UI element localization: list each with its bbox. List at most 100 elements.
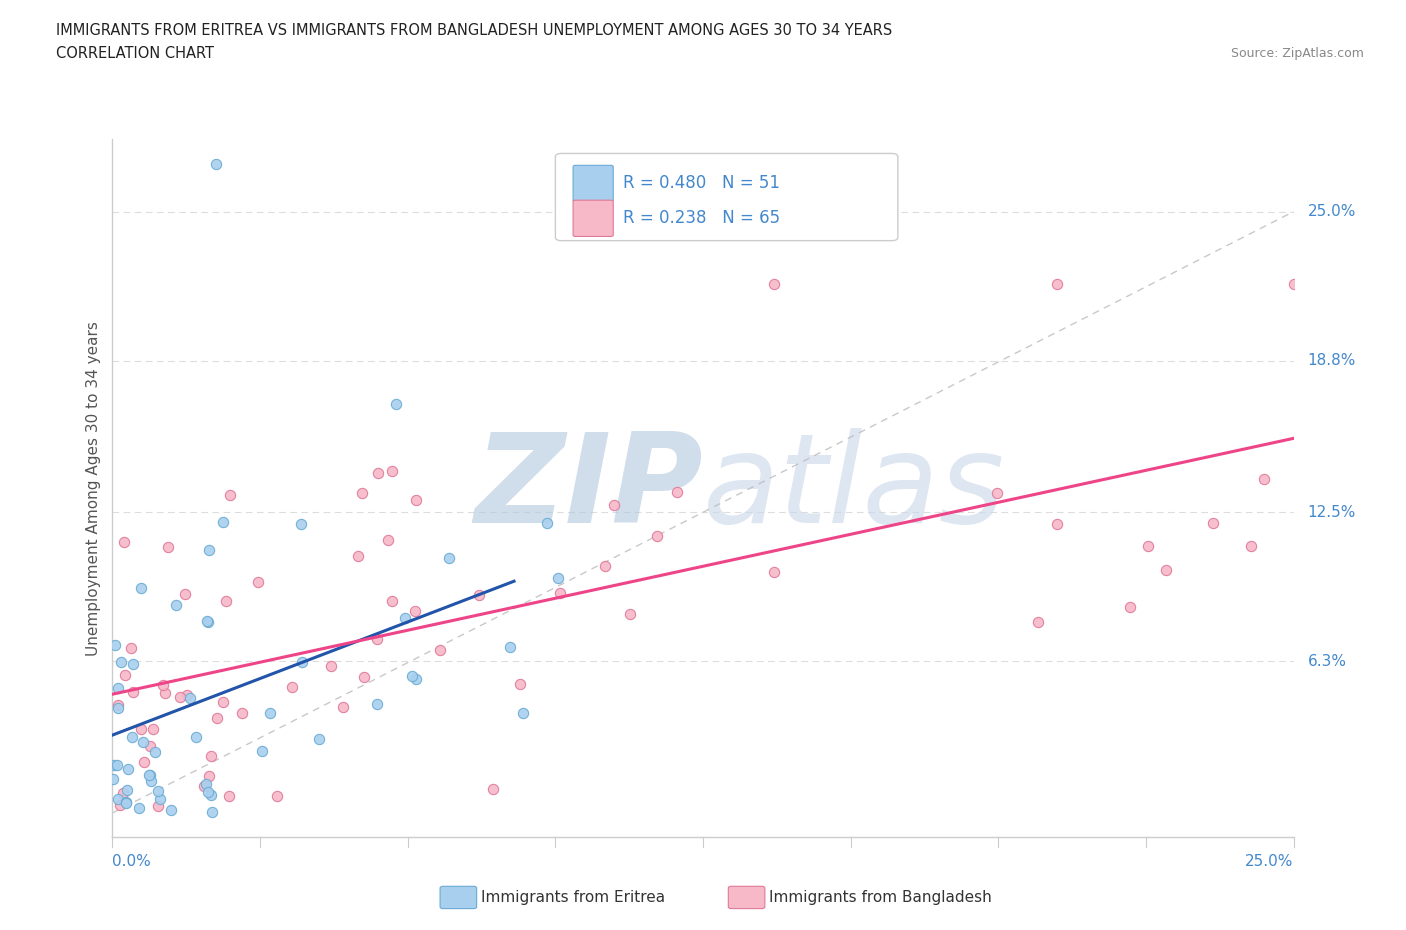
Point bbox=[319, 659, 342, 674]
Point bbox=[197, 615, 219, 630]
Point bbox=[128, 801, 150, 816]
Point bbox=[1118, 600, 1140, 615]
Point bbox=[482, 781, 505, 796]
Point bbox=[290, 517, 312, 532]
FancyBboxPatch shape bbox=[555, 153, 898, 241]
Point bbox=[401, 669, 423, 684]
Point bbox=[468, 588, 491, 603]
Point bbox=[101, 771, 124, 786]
Text: R = 0.238   N = 65: R = 0.238 N = 65 bbox=[623, 209, 780, 227]
Point bbox=[394, 610, 416, 625]
Point bbox=[107, 700, 129, 715]
Point bbox=[377, 533, 399, 548]
Point bbox=[197, 785, 219, 800]
Point bbox=[381, 464, 404, 479]
Point bbox=[111, 786, 134, 801]
Point bbox=[405, 493, 427, 508]
Point bbox=[347, 549, 370, 564]
Point bbox=[1154, 562, 1177, 577]
Point bbox=[619, 606, 641, 621]
Point bbox=[107, 791, 129, 806]
Text: atlas: atlas bbox=[703, 428, 1005, 549]
Point bbox=[1253, 472, 1275, 486]
Point bbox=[429, 643, 451, 658]
Point bbox=[1282, 276, 1305, 291]
Point bbox=[129, 580, 152, 595]
Point bbox=[200, 748, 222, 763]
Point bbox=[405, 671, 427, 686]
Point bbox=[986, 485, 1008, 500]
Point bbox=[381, 594, 404, 609]
Point bbox=[218, 789, 240, 804]
Point bbox=[139, 774, 162, 789]
Point bbox=[107, 698, 129, 712]
Point bbox=[512, 706, 534, 721]
Point bbox=[205, 156, 228, 171]
Point bbox=[121, 657, 143, 671]
Point bbox=[107, 681, 129, 696]
Point bbox=[195, 613, 218, 628]
Point bbox=[547, 571, 569, 586]
Point bbox=[120, 641, 142, 656]
Point bbox=[498, 640, 520, 655]
Point bbox=[198, 543, 221, 558]
Point bbox=[1026, 615, 1049, 630]
Point bbox=[179, 691, 201, 706]
Point bbox=[149, 791, 172, 806]
Point bbox=[247, 575, 270, 590]
Point bbox=[105, 758, 128, 773]
Point bbox=[762, 276, 785, 291]
Point bbox=[291, 655, 314, 670]
Point bbox=[593, 559, 616, 574]
Point bbox=[112, 535, 135, 550]
Text: 18.8%: 18.8% bbox=[1308, 353, 1355, 368]
Point bbox=[169, 690, 191, 705]
Point bbox=[114, 668, 136, 683]
Text: 25.0%: 25.0% bbox=[1308, 205, 1355, 219]
Point bbox=[762, 565, 785, 580]
Point bbox=[104, 637, 127, 652]
Point bbox=[110, 655, 132, 670]
Point bbox=[665, 485, 688, 499]
Point bbox=[385, 396, 408, 411]
Point bbox=[353, 669, 375, 684]
Point bbox=[103, 758, 125, 773]
Point bbox=[366, 697, 388, 711]
Point bbox=[176, 687, 198, 702]
Text: 12.5%: 12.5% bbox=[1308, 505, 1355, 520]
Point bbox=[252, 744, 274, 759]
Text: 25.0%: 25.0% bbox=[1246, 855, 1294, 870]
Point bbox=[215, 593, 238, 608]
Point bbox=[1137, 538, 1160, 553]
Text: CORRELATION CHART: CORRELATION CHART bbox=[56, 46, 214, 61]
Point bbox=[200, 787, 222, 802]
Point bbox=[157, 539, 180, 554]
Text: IMMIGRANTS FROM ERITREA VS IMMIGRANTS FROM BANGLADESH UNEMPLOYMENT AMONG AGES 30: IMMIGRANTS FROM ERITREA VS IMMIGRANTS FR… bbox=[56, 23, 893, 38]
Point bbox=[184, 730, 207, 745]
Point bbox=[115, 783, 138, 798]
Text: Immigrants from Bangladesh: Immigrants from Bangladesh bbox=[769, 890, 991, 905]
Point bbox=[231, 706, 253, 721]
Point bbox=[165, 598, 187, 613]
Point bbox=[201, 804, 224, 819]
Text: R = 0.480   N = 51: R = 0.480 N = 51 bbox=[623, 175, 780, 193]
Point bbox=[1202, 516, 1225, 531]
Point bbox=[1046, 517, 1069, 532]
Point bbox=[110, 797, 132, 812]
Text: Source: ZipAtlas.com: Source: ZipAtlas.com bbox=[1230, 46, 1364, 60]
Point bbox=[132, 754, 155, 769]
Point bbox=[115, 795, 138, 810]
Point bbox=[122, 684, 145, 699]
Text: 0.0%: 0.0% bbox=[112, 855, 152, 870]
Point bbox=[212, 695, 235, 710]
Point bbox=[218, 488, 240, 503]
Point bbox=[138, 767, 160, 782]
Point bbox=[536, 516, 558, 531]
Point bbox=[1046, 276, 1069, 291]
Point bbox=[509, 676, 531, 691]
Point bbox=[121, 729, 143, 744]
Point bbox=[117, 762, 139, 777]
Point bbox=[1240, 538, 1263, 553]
Point bbox=[647, 529, 669, 544]
Point bbox=[142, 722, 165, 737]
